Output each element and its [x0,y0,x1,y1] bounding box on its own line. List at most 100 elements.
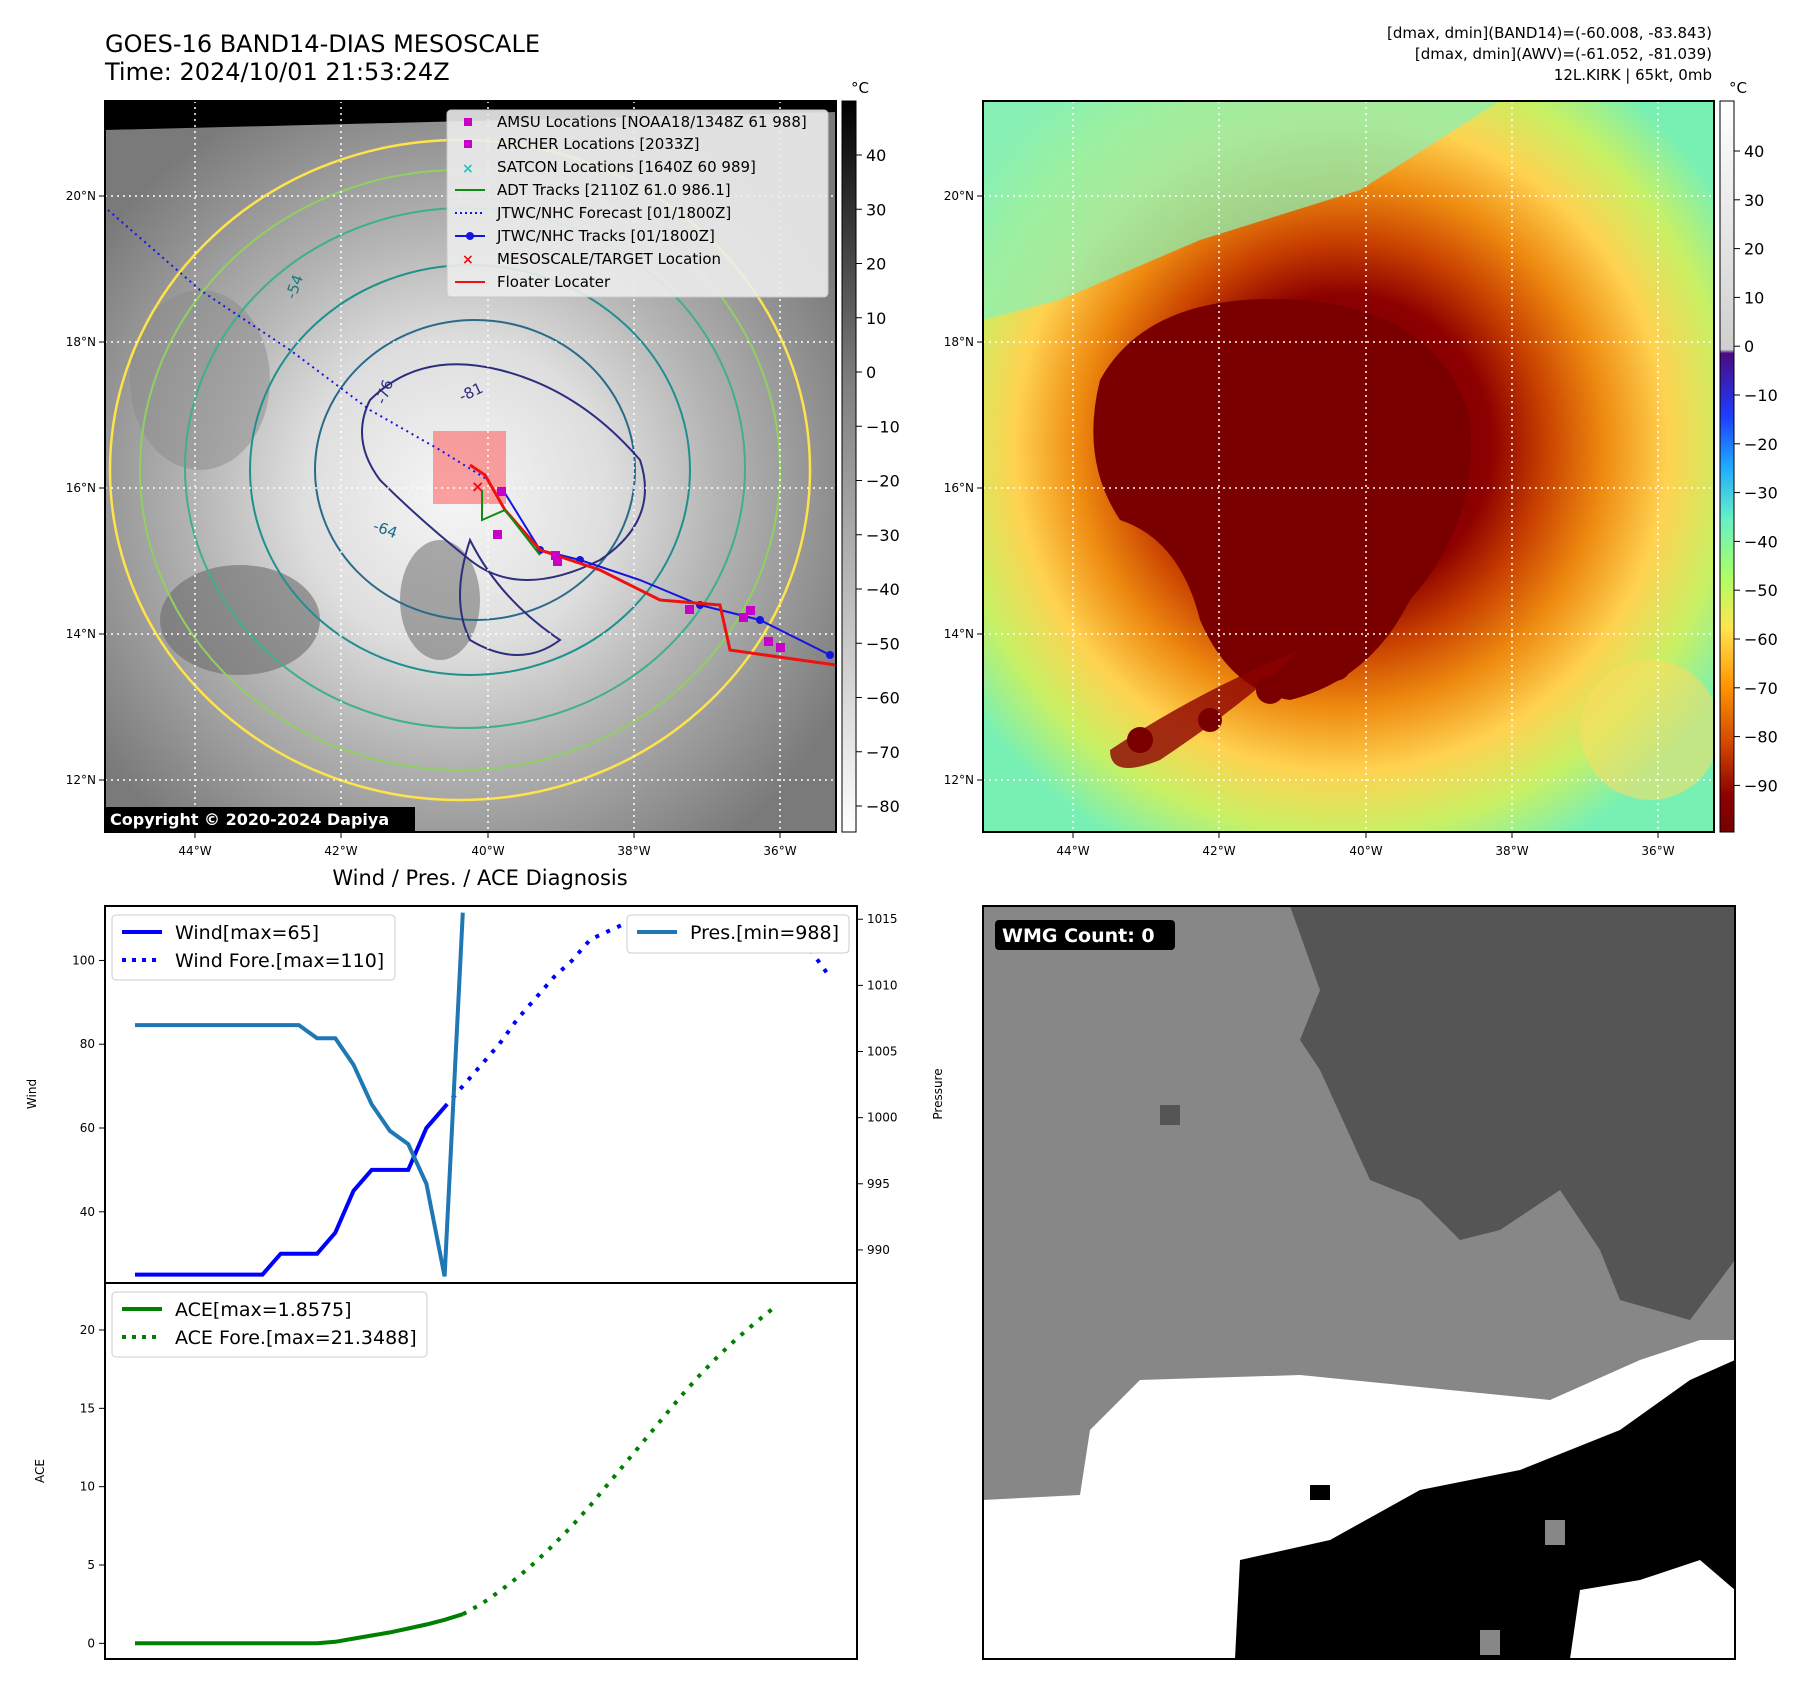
legend-label-tracks: JTWC/NHC Tracks [01/1800Z] [496,227,715,245]
lon-tick-label: 44°W [1056,844,1089,858]
wind-ticks: 40 60 80 100 [72,953,105,1219]
ir-colorbar-tick: −30 [866,526,900,545]
awv-colorbar-tick: −80 [1744,728,1778,747]
ace-legend-label: ACE[max=1.8575] [175,1299,352,1321]
diagnosis-title: Wind / Pres. / ACE Diagnosis [332,866,627,890]
diagnosis-panel: Wind / Pres. / ACE Diagnosis Wind Pressu… [25,866,945,1660]
wind-tick-label: 40 [80,1205,95,1219]
ace-tick-label: 15 [80,1401,95,1415]
awv-colorbar-tick: 10 [1744,288,1764,307]
legend-label-amsu: AMSU Locations [NOAA18/1348Z 61 988] [497,113,807,131]
wmg-panel: WMG Count: 0 [982,905,1736,1660]
ir-colorbar-tick: 0 [866,363,876,382]
wmg-count-badge [995,920,1175,950]
awv-colorbar-tick: −50 [1744,581,1778,600]
lon-tick-label: 36°W [763,844,796,858]
ir-colorbar-tick: 30 [866,200,886,219]
awv-colorbar-tick: −30 [1744,484,1778,503]
ace-tick-label: 10 [80,1480,95,1494]
legend-marker-archer [464,140,472,148]
lon-tick-label: 40°W [471,844,504,858]
legend-label-floater: Floater Locater [497,273,611,291]
info-line-1: [dmax, dmin](BAND14)=(-60.008, -83.843) [1387,24,1712,42]
awv-lat-ticks: 20°N 18°N 16°N 14°N 12°N [944,189,983,787]
ir-colorbar-tick: −20 [866,472,900,491]
info-line-2: [dmax, dmin](AWV)=(-61.052, -81.039) [1415,45,1712,63]
awv-colorbar-tick: 0 [1744,337,1754,356]
awv-colorbar-tick: 20 [1744,240,1764,259]
pressure-axis-label: Pressure [931,1068,945,1119]
ir-colorbar-tick: 40 [866,146,886,165]
lat-tick-label: 20°N [944,189,974,203]
ace-line [135,1612,464,1646]
figure-time: Time: 2024/10/01 21:53:24Z [104,58,450,86]
lat-tick-label: 12°N [66,773,96,787]
ace-tick-label: 5 [87,1558,95,1572]
pressure-tick-label: 1010 [867,978,898,992]
legend-label-forecast: JTWC/NHC Forecast [01/1800Z] [496,204,731,222]
figure-title: GOES-16 BAND14-DIAS MESOSCALE [105,30,540,58]
ace-legend: ACE[max=1.8575] ACE Fore.[max=21.3488] [111,1291,428,1358]
ace-ticks: 0 5 10 15 20 [80,1323,105,1650]
awv-colorbar-tick: −20 [1744,435,1778,454]
awv-colorbar-ticks: 40 30 20 10 0 −10 −20 −30 −40 −50 −60 −70 −80 −90 [1734,142,1778,795]
pressure-legend: Pres.[min=988] [626,914,850,954]
lon-tick-label: 42°W [1202,844,1235,858]
legend-label-target: MESOSCALE/TARGET Location [497,250,721,268]
wind-line [135,1105,447,1277]
lat-tick-label: 14°N [66,627,96,641]
lon-tick-label: 38°W [1495,844,1528,858]
ir-lat-ticks: 20°N 18°N 16°N 14°N 12°N [66,189,105,787]
awv-colorbar-tick: 40 [1744,142,1764,161]
legend-label-satcon: SATCON Locations [1640Z 60 989] [497,158,756,176]
pressure-ticks: 990 995 1000 1005 1010 1015 [857,912,898,1257]
lat-tick-label: 18°N [944,335,974,349]
ir-colorbar-tick: −40 [866,580,900,599]
ir-legend: AMSU Locations [NOAA18/1348Z 61 988] ARC… [446,109,829,298]
lat-tick-label: 12°N [944,773,974,787]
awv-colorbar [1719,100,1735,833]
awv-colorbar-unit: °C [1729,79,1747,97]
legend-marker-tracks-dot [466,232,474,240]
wmg-count-label: WMG Count: 0 [1002,925,1155,947]
ir-colorbar-tick: −70 [866,743,900,762]
ir-colorbar-tick: −50 [866,634,900,653]
pressure-tick-label: 1005 [867,1045,898,1059]
info-line-3: 12L.KIRK | 65kt, 0mb [1554,66,1712,84]
lon-tick-label: 38°W [617,844,650,858]
awv-colorbar-tick: 30 [1744,191,1764,210]
lat-tick-label: 14°N [944,627,974,641]
legend-marker-amsu [464,118,472,126]
wind-tick-label: 100 [72,953,95,967]
legend-label-archer: ARCHER Locations [2033Z] [497,135,700,153]
wind-forecast-line [443,916,829,1109]
ir-colorbar-tick: −80 [866,797,900,816]
wind-fore-legend-label: Wind Fore.[max=110] [175,950,384,972]
ace-fore-legend-label: ACE Fore.[max=21.3488] [175,1327,417,1349]
wind-tick-label: 80 [80,1037,95,1051]
awv-colorbar-tick: −10 [1744,386,1778,405]
lon-tick-label: 44°W [178,844,211,858]
pressure-tick-label: 995 [867,1177,890,1191]
lat-tick-label: 16°N [944,481,974,495]
ir-colorbar-ticks: 40 30 20 10 0 −10 −20 −30 −40 −50 −60 −70 −80 [856,146,900,816]
pressure-tick-label: 990 [867,1243,890,1257]
legend-marker-satcon: × [462,161,474,177]
awv-lon-ticks: 44°W 42°W 40°W 38°W 36°W [1056,832,1675,858]
pressure-legend-label: Pres.[min=988] [690,922,839,944]
ace-series-layer [135,1307,774,1646]
pressure-tick-label: 1000 [867,1111,898,1125]
legend-marker-target: × [462,252,474,268]
wind-tick-label: 60 [80,1121,95,1135]
awv-colorbar-tick: −40 [1744,532,1778,551]
ir-colorbar-tick: 20 [866,255,886,274]
pressure-line [135,912,465,1277]
wind-legend-label: Wind[max=65] [175,922,319,944]
wind-legend: Wind[max=65] Wind Fore.[max=110] [111,914,396,981]
ace-tick-label: 20 [80,1323,95,1337]
ir-panel: × -54 -64 -76 -81 Copyright © 2020-2024 … [66,79,900,858]
lon-tick-label: 42°W [324,844,357,858]
ir-colorbar-tick: 10 [866,309,886,328]
ace-tick-label: 0 [87,1636,95,1650]
